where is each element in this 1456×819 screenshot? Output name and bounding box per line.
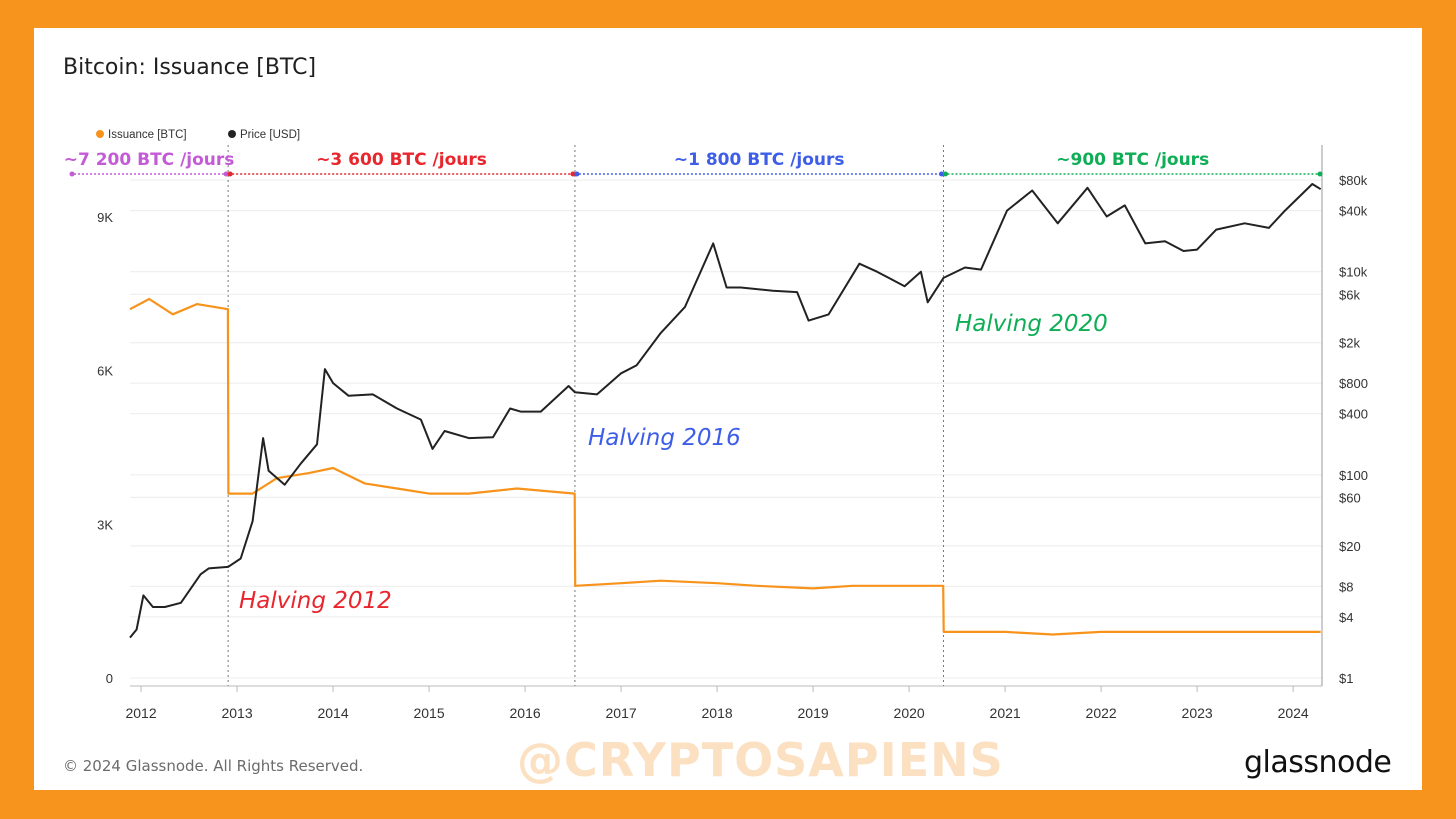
y-right-tick-label: $6k bbox=[1339, 287, 1360, 302]
y-left-tick-label: 3K bbox=[97, 517, 113, 532]
issuance-series-line bbox=[129, 297, 1321, 636]
era-label-2: ~3 600 BTC /jours bbox=[316, 150, 487, 170]
era-label-3: ~1 800 BTC /jours bbox=[674, 150, 845, 170]
y-right-tick-label: $60 bbox=[1339, 490, 1361, 505]
era-arrow-end-2 bbox=[570, 171, 576, 177]
era-arrow-end-4 bbox=[1317, 171, 1323, 177]
y-right-tick-label: $400 bbox=[1339, 407, 1368, 422]
y-left-tick-label: 9K bbox=[97, 210, 113, 225]
price-series-line bbox=[129, 183, 1322, 639]
x-tick-label: 2023 bbox=[1182, 705, 1213, 721]
y-right-tick-label: $100 bbox=[1339, 468, 1368, 483]
x-tick-label: 2016 bbox=[510, 705, 541, 721]
x-tick-label: 2012 bbox=[125, 705, 156, 721]
y-right-tick-label: $4 bbox=[1339, 610, 1353, 625]
watermark: @CRYPTOSAPIENS bbox=[517, 733, 1004, 787]
x-tick-label: 2022 bbox=[1086, 705, 1117, 721]
legend-issuance-marker bbox=[96, 130, 104, 138]
halving-label-1: Halving 2012 bbox=[239, 588, 392, 614]
y-right-tick-label: $800 bbox=[1339, 376, 1368, 391]
y-right-tick-label: $2k bbox=[1339, 336, 1360, 351]
copyright-text: © 2024 Glassnode. All Rights Reserved. bbox=[63, 757, 364, 775]
y-left-tick-label: 6K bbox=[97, 364, 113, 379]
era-arrow-start-4 bbox=[942, 171, 948, 177]
era-label-1: ~7 200 BTC /jours bbox=[64, 150, 235, 170]
era-arrow-end-1 bbox=[223, 171, 229, 177]
halving-label-2: Halving 2016 bbox=[588, 425, 741, 451]
y-right-tick-label: $80k bbox=[1339, 173, 1368, 188]
x-tick-label: 2024 bbox=[1278, 705, 1309, 721]
halving-label-3: Halving 2020 bbox=[955, 311, 1108, 337]
y-right-tick-label: $10k bbox=[1339, 265, 1368, 280]
y-right-tick-label: $20 bbox=[1339, 539, 1361, 554]
x-tick-label: 2013 bbox=[221, 705, 252, 721]
x-tick-label: 2014 bbox=[317, 705, 348, 721]
era-arrow-end-3 bbox=[938, 171, 944, 177]
x-tick-label: 2020 bbox=[894, 705, 925, 721]
legend-price-label: Price [USD] bbox=[240, 129, 300, 141]
chart-title: Bitcoin: Issuance [BTC] bbox=[63, 55, 317, 80]
x-tick-label: 2017 bbox=[606, 705, 637, 721]
y-right-tick-label: $40k bbox=[1339, 204, 1368, 219]
y-right-tick-label: $8 bbox=[1339, 579, 1353, 594]
y-right-tick-label: $1 bbox=[1339, 671, 1353, 686]
x-tick-label: 2021 bbox=[990, 705, 1021, 721]
era-arrow-start-2 bbox=[227, 171, 233, 177]
brand-logo: glassnode bbox=[1244, 745, 1392, 780]
era-arrow-start-3 bbox=[574, 171, 580, 177]
x-tick-label: 2019 bbox=[798, 705, 829, 721]
legend-price-marker bbox=[228, 130, 236, 138]
x-tick-label: 2018 bbox=[702, 705, 733, 721]
era-arrow-start-1 bbox=[69, 171, 75, 177]
era-label-4: ~900 BTC /jours bbox=[1056, 150, 1209, 170]
x-tick-label: 2015 bbox=[413, 705, 444, 721]
y-left-tick-label: 0 bbox=[106, 671, 113, 686]
legend-issuance-label: Issuance [BTC] bbox=[108, 129, 187, 141]
chart-card bbox=[34, 28, 1422, 790]
